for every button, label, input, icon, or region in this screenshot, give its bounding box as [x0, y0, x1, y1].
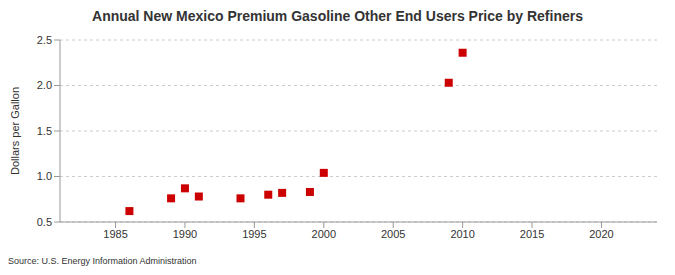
svg-text:2.0: 2.0	[37, 79, 52, 91]
svg-text:2015: 2015	[520, 228, 544, 240]
svg-text:2.5: 2.5	[37, 34, 52, 46]
svg-text:1985: 1985	[103, 228, 127, 240]
svg-text:2000: 2000	[312, 228, 336, 240]
html-text:Source: U.S. Energy Informatio: Source: U.S. Energy Information Administ…	[8, 256, 197, 266]
svg-text:Dollars per Gallon: Dollars per Gallon	[9, 87, 21, 175]
svg-text:2010: 2010	[450, 228, 474, 240]
svg-text:0.5: 0.5	[37, 216, 52, 228]
svg-text:2020: 2020	[589, 228, 613, 240]
svg-text:1995: 1995	[242, 228, 266, 240]
svg-text:1.5: 1.5	[37, 125, 52, 137]
svg-text:1990: 1990	[173, 228, 197, 240]
html-text:Annual New Mexico Premium Gaso: Annual New Mexico Premium Gasoline Other…	[92, 8, 583, 24]
svg-text:1.0: 1.0	[37, 170, 52, 182]
svg-text:2005: 2005	[381, 228, 405, 240]
